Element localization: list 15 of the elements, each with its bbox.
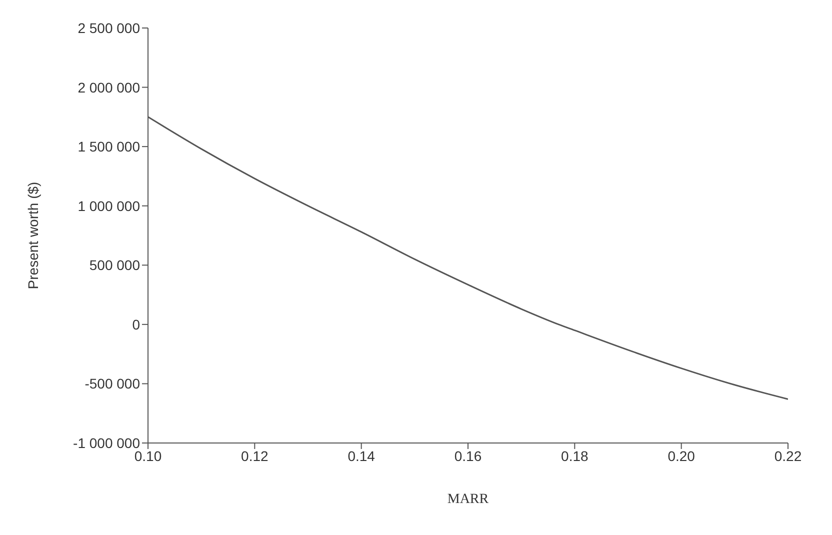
y-tick-label: 1 000 000 <box>78 198 140 214</box>
x-tick-label: 0.18 <box>561 448 589 464</box>
y-tick-label: 500 000 <box>89 257 140 274</box>
y-axis-title: Present worth ($) <box>24 182 41 290</box>
y-tick-label: 0 <box>132 316 140 332</box>
y-tick-label: -500 000 <box>84 376 140 392</box>
x-axis-title: MARR <box>447 492 490 507</box>
x-tick-label: 0.12 <box>241 448 269 464</box>
x-tick-label: 0.22 <box>774 448 802 464</box>
x-tick-label: 0.14 <box>348 448 376 464</box>
x-tick-label: 0.20 <box>668 448 696 464</box>
y-tick-label: 2 000 000 <box>78 79 140 96</box>
y-tick-label: 1 500 000 <box>78 138 140 155</box>
x-tick-label: 0.16 <box>454 448 482 464</box>
y-tick-label: 2 500 000 <box>78 20 140 36</box>
